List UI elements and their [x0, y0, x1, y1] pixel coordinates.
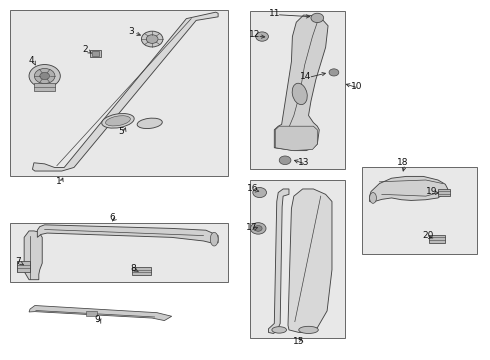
Circle shape: [311, 13, 324, 23]
Bar: [362, 167, 477, 253]
Polygon shape: [24, 231, 42, 280]
Text: 2: 2: [82, 45, 88, 54]
Text: 4: 4: [28, 56, 34, 65]
Bar: [438, 189, 450, 196]
Text: 11: 11: [269, 9, 280, 18]
Bar: [10, 10, 228, 176]
Bar: [250, 12, 345, 169]
Text: 19: 19: [426, 187, 438, 196]
Text: 5: 5: [119, 127, 124, 136]
Circle shape: [256, 32, 269, 41]
Circle shape: [34, 68, 55, 84]
Circle shape: [40, 72, 49, 80]
Polygon shape: [275, 126, 318, 150]
Circle shape: [142, 31, 163, 47]
Bar: [250, 180, 345, 338]
Circle shape: [329, 69, 339, 76]
Ellipse shape: [137, 118, 162, 129]
Bar: [132, 267, 151, 275]
Circle shape: [279, 156, 291, 165]
Circle shape: [254, 226, 262, 231]
Polygon shape: [32, 12, 218, 171]
Text: 6: 6: [109, 213, 115, 222]
Circle shape: [250, 223, 266, 234]
Text: 20: 20: [422, 231, 434, 240]
Bar: [429, 235, 445, 243]
Polygon shape: [274, 15, 328, 150]
Text: 14: 14: [300, 72, 312, 81]
Text: 3: 3: [129, 27, 135, 36]
Text: 17: 17: [246, 223, 258, 232]
Bar: [10, 223, 228, 282]
Text: 18: 18: [396, 158, 408, 167]
Bar: [17, 261, 29, 272]
Ellipse shape: [105, 116, 130, 126]
Bar: [86, 311, 97, 316]
Text: 12: 12: [249, 30, 261, 39]
Text: 7: 7: [15, 257, 21, 266]
Circle shape: [29, 64, 60, 87]
Text: 1: 1: [55, 177, 61, 186]
Polygon shape: [369, 176, 448, 202]
Ellipse shape: [299, 326, 318, 333]
Bar: [90, 50, 101, 57]
Text: 15: 15: [293, 337, 304, 346]
Bar: [34, 83, 55, 91]
Polygon shape: [288, 189, 332, 332]
Bar: [92, 51, 99, 56]
Text: 10: 10: [351, 82, 362, 91]
Ellipse shape: [272, 327, 287, 333]
Text: 8: 8: [131, 265, 137, 274]
Ellipse shape: [210, 232, 218, 246]
Polygon shape: [37, 225, 218, 243]
Ellipse shape: [102, 113, 134, 128]
Circle shape: [147, 35, 158, 43]
Ellipse shape: [369, 193, 376, 203]
Text: 9: 9: [95, 315, 100, 324]
Polygon shape: [29, 306, 172, 320]
Circle shape: [253, 188, 267, 198]
Ellipse shape: [292, 83, 307, 105]
Text: 13: 13: [298, 158, 309, 167]
Text: 16: 16: [247, 184, 259, 193]
Polygon shape: [269, 189, 289, 333]
